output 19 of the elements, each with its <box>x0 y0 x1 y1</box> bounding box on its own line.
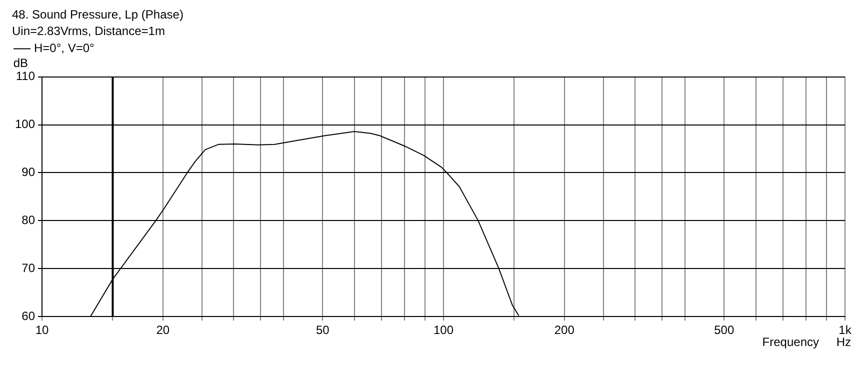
y-tick-label: 80 <box>22 212 36 227</box>
y-tick-label: 110 <box>16 69 36 84</box>
y-tick-label: 90 <box>22 165 36 180</box>
chart-title: 48. Sound Pressure, Lp (Phase) <box>12 8 184 22</box>
x-tick-label: 100 <box>433 323 454 338</box>
y-tick-label: 70 <box>22 260 36 275</box>
y-axis-title: dB <box>13 56 28 70</box>
y-tick-label: 100 <box>14 117 36 132</box>
x-tick-label: 20 <box>156 323 170 338</box>
x-tick-label: 500 <box>714 323 734 338</box>
x-axis-title: Frequency <box>762 334 819 349</box>
y-tick-label: 60 <box>22 308 36 323</box>
text: Hz <box>836 334 851 349</box>
x-tick-label: 200 <box>554 323 575 338</box>
x-tick-label: 50 <box>316 323 330 338</box>
x-tick-label: 1k <box>838 323 852 338</box>
chart-subtitle: Uin=2.83Vrms, Distance=1m <box>12 24 165 38</box>
x-tick-label: 10 <box>35 323 50 338</box>
legend-label: H=0°, V=0° <box>34 41 94 56</box>
